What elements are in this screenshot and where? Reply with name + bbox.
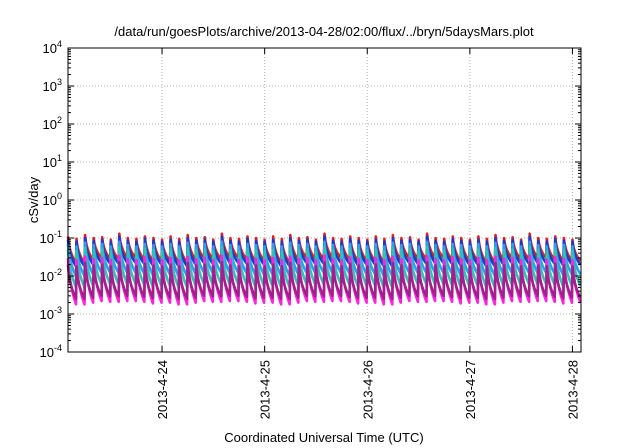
x-tick-label: 2013-4-25 — [258, 360, 273, 419]
y-tick-base: 10 — [43, 117, 57, 132]
series-layer — [66, 232, 582, 306]
y-tick-exponent: 2 — [57, 115, 62, 125]
tick-layer: 10-410-310-210-11001011021031042013-4-24… — [40, 39, 581, 419]
x-tick-label: 2013-4-24 — [155, 360, 170, 419]
y-tick-label: 101 — [43, 153, 62, 170]
chart-title: /data/run/goesPlots/archive/2013-04-28/0… — [114, 24, 534, 39]
x-tick-label: 2013-4-28 — [565, 360, 580, 419]
y-tick-label: 10-2 — [40, 267, 62, 284]
y-tick-base: 10 — [40, 307, 54, 322]
plot-background — [68, 48, 581, 352]
y-tick-base: 10 — [43, 41, 57, 56]
y-tick-exponent: 0 — [57, 191, 62, 201]
y-tick-exponent: -4 — [54, 343, 62, 353]
series-line-5 — [66, 261, 582, 301]
y-tick-exponent: 4 — [57, 39, 62, 49]
y-tick-exponent: 1 — [57, 153, 62, 163]
y-tick-label: 100 — [43, 191, 62, 208]
x-tick-label: 2013-4-27 — [463, 360, 478, 419]
y-tick-label: 10-3 — [40, 305, 62, 322]
y-tick-label: 103 — [43, 77, 62, 94]
y-tick-base: 10 — [40, 269, 54, 284]
y-tick-base: 10 — [43, 155, 57, 170]
y-tick-base: 10 — [40, 345, 54, 360]
y-tick-base: 10 — [43, 79, 57, 94]
y-tick-label: 10-4 — [40, 343, 62, 360]
y-tick-label: 104 — [43, 39, 62, 56]
x-tick-label: 2013-4-26 — [360, 360, 375, 419]
y-axis-label: cSv/day — [26, 176, 41, 223]
y-tick-exponent: -2 — [54, 267, 62, 277]
y-tick-label: 10-1 — [40, 229, 62, 246]
y-tick-base: 10 — [40, 231, 54, 246]
y-tick-exponent: -3 — [54, 305, 62, 315]
y-tick-exponent: -1 — [54, 229, 62, 239]
y-tick-exponent: 3 — [57, 77, 62, 87]
x-axis-label: Coordinated Universal Time (UTC) — [224, 430, 423, 445]
y-tick-base: 10 — [43, 193, 57, 208]
y-tick-label: 102 — [43, 115, 62, 132]
